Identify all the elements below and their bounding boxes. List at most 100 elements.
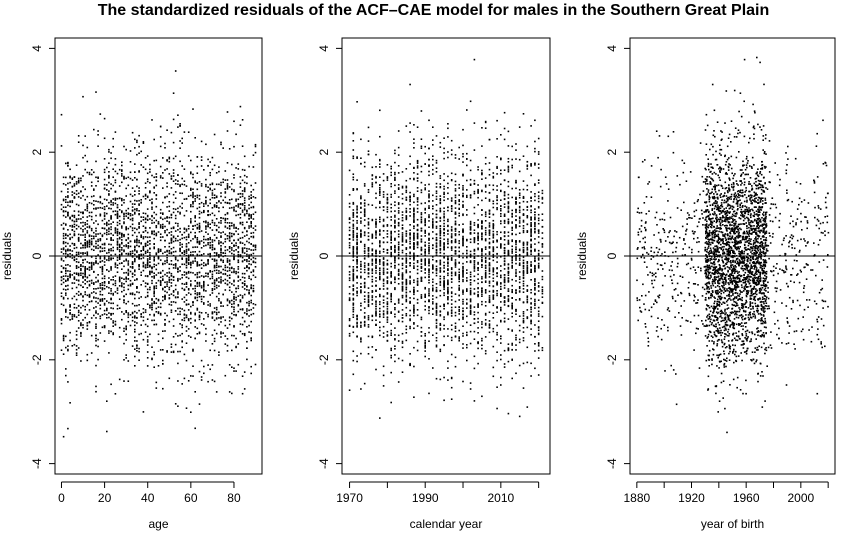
data-point <box>93 282 95 284</box>
data-point <box>237 271 240 274</box>
data-point <box>428 250 430 253</box>
data-point <box>360 263 362 265</box>
data-point <box>131 214 134 216</box>
data-point <box>60 208 63 211</box>
data-point <box>496 208 498 211</box>
data-point <box>183 168 186 170</box>
data-point <box>367 191 370 193</box>
data-point <box>246 250 248 252</box>
data-point <box>432 205 434 208</box>
data-point <box>86 280 89 283</box>
data-point <box>405 298 408 301</box>
data-point <box>233 145 235 148</box>
data-point <box>243 205 246 207</box>
data-point <box>477 317 479 320</box>
data-point <box>241 195 244 198</box>
data-point <box>496 272 498 274</box>
data-point <box>443 303 445 306</box>
data-point <box>86 303 89 306</box>
data-point <box>146 263 149 265</box>
data-point <box>413 243 415 246</box>
data-point <box>462 231 464 234</box>
data-point <box>140 234 142 237</box>
data-point <box>454 200 457 202</box>
data-point <box>484 220 487 222</box>
data-point <box>248 256 250 259</box>
data-point <box>99 256 102 258</box>
data-point <box>207 210 209 212</box>
data-point <box>371 166 374 169</box>
data-point <box>112 312 114 315</box>
data-point <box>496 138 498 140</box>
data-point <box>203 253 205 255</box>
data-point <box>80 292 82 295</box>
data-point <box>108 207 110 210</box>
data-point <box>401 309 404 311</box>
data-point <box>250 226 252 228</box>
data-point <box>164 286 166 288</box>
data-point <box>248 324 250 327</box>
data-point <box>382 295 385 298</box>
data-point <box>146 303 149 305</box>
data-point <box>123 272 125 274</box>
data-point <box>458 199 460 201</box>
data-point <box>488 216 491 218</box>
data-point <box>363 278 366 280</box>
data-point <box>401 251 404 254</box>
data-point <box>93 262 95 264</box>
data-point <box>84 242 86 244</box>
data-point <box>390 349 392 352</box>
data-point <box>233 370 235 372</box>
data-point <box>125 280 127 283</box>
data-point <box>146 262 149 264</box>
data-point <box>90 263 93 265</box>
data-point <box>65 245 67 248</box>
data-point <box>363 262 366 264</box>
data-point <box>123 235 125 238</box>
data-point <box>77 180 80 183</box>
data-point <box>220 259 222 262</box>
data-point <box>71 257 74 259</box>
data-point <box>127 314 130 316</box>
data-point <box>405 239 408 241</box>
data-point <box>220 141 222 144</box>
data-point <box>108 194 110 196</box>
data-point <box>65 346 67 349</box>
data-point <box>174 284 177 287</box>
data-point <box>428 174 430 177</box>
data-point <box>88 301 91 303</box>
data-point <box>239 255 242 258</box>
data-point <box>99 287 102 289</box>
data-point <box>503 226 506 228</box>
data-point <box>140 220 142 223</box>
data-point <box>231 182 233 185</box>
data-point <box>363 250 366 252</box>
data-point <box>220 184 222 186</box>
data-point <box>386 211 389 213</box>
data-point <box>215 313 218 316</box>
data-point <box>248 263 250 265</box>
data-point <box>168 157 171 160</box>
data-point <box>134 340 136 342</box>
data-point <box>103 249 106 252</box>
data-point <box>142 316 145 318</box>
data-point <box>118 256 121 258</box>
data-point <box>511 250 513 253</box>
data-point <box>93 195 95 197</box>
data-point <box>67 253 69 256</box>
data-point <box>435 265 438 268</box>
data-point <box>209 303 211 305</box>
data-point <box>435 312 438 314</box>
data-point <box>496 165 498 168</box>
data-point <box>86 253 89 255</box>
data-point <box>462 318 464 320</box>
data-point <box>192 188 194 190</box>
data-point <box>503 317 506 320</box>
data-point <box>157 340 160 342</box>
data-point <box>352 275 355 277</box>
data-point <box>101 268 104 270</box>
data-point <box>228 281 231 284</box>
data-point <box>144 285 147 288</box>
data-point <box>110 288 112 290</box>
data-point <box>185 230 188 232</box>
